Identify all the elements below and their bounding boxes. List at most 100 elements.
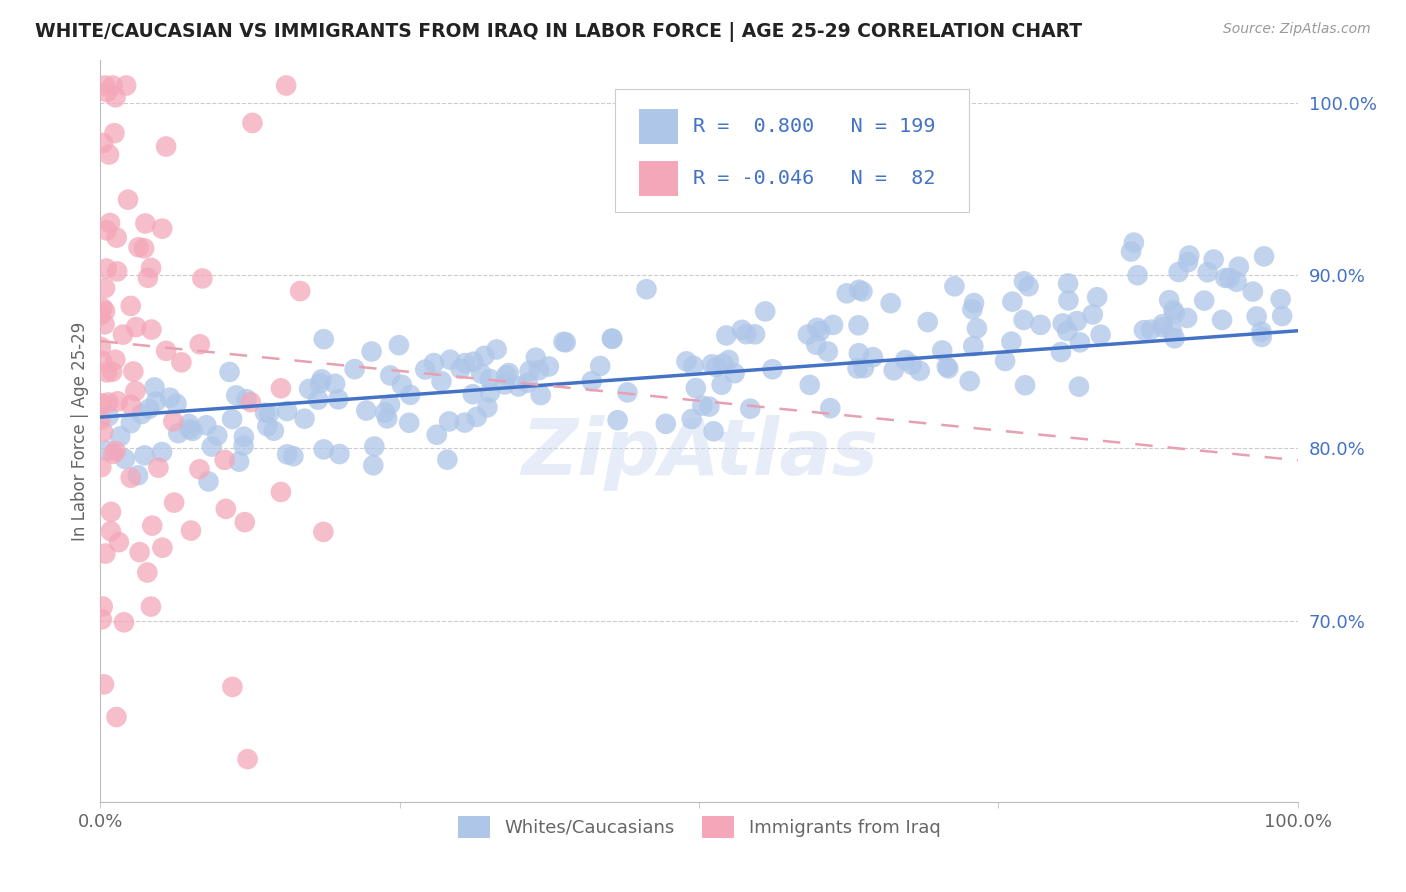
Point xyxy=(94,78,117,93)
Point xyxy=(740,401,762,416)
Point xyxy=(1177,255,1199,269)
Point xyxy=(848,283,870,297)
Point xyxy=(101,78,124,93)
Point xyxy=(93,677,115,691)
Point xyxy=(508,379,530,393)
Point xyxy=(89,309,111,323)
Point xyxy=(94,547,117,561)
Point xyxy=(148,460,170,475)
Point xyxy=(105,710,128,724)
FancyBboxPatch shape xyxy=(640,161,678,196)
Point xyxy=(256,419,278,434)
Point xyxy=(716,328,738,343)
Point xyxy=(90,612,112,626)
Point xyxy=(423,356,446,370)
Point xyxy=(821,318,844,332)
Point xyxy=(806,320,828,334)
Point xyxy=(270,485,292,500)
Point xyxy=(177,417,200,431)
Point xyxy=(128,240,150,254)
Point xyxy=(105,264,128,278)
Point xyxy=(180,524,202,538)
Point xyxy=(495,368,517,383)
Point xyxy=(96,443,118,458)
Point xyxy=(744,327,766,342)
Point xyxy=(1175,310,1198,325)
Point xyxy=(470,367,492,381)
Point xyxy=(851,285,873,299)
Point xyxy=(1197,265,1219,279)
Point xyxy=(131,407,153,421)
Point xyxy=(96,261,118,276)
Point xyxy=(294,411,316,425)
Point xyxy=(134,241,156,255)
Point xyxy=(692,399,714,413)
Point xyxy=(150,445,173,459)
Point xyxy=(1014,378,1036,392)
Point xyxy=(943,279,966,293)
Point xyxy=(94,304,117,318)
Point xyxy=(96,223,118,237)
Point xyxy=(1211,313,1233,327)
Point xyxy=(228,455,250,469)
Point xyxy=(723,366,745,380)
Point xyxy=(1270,292,1292,306)
Point xyxy=(221,412,243,426)
Point xyxy=(1122,235,1144,250)
Point xyxy=(465,409,488,424)
Point xyxy=(162,414,184,428)
Point xyxy=(136,270,159,285)
Point xyxy=(233,515,256,529)
Point xyxy=(1226,275,1249,289)
Point xyxy=(225,388,247,402)
Point xyxy=(91,301,114,315)
Point xyxy=(215,501,238,516)
Point xyxy=(553,334,575,349)
Point xyxy=(1202,252,1225,267)
Point xyxy=(1067,379,1090,393)
Point xyxy=(600,331,623,345)
Point xyxy=(1057,277,1080,291)
Point xyxy=(236,752,259,766)
Point xyxy=(700,357,723,371)
Point xyxy=(606,413,628,427)
Point xyxy=(439,352,461,367)
Point xyxy=(179,422,201,436)
Point xyxy=(931,343,953,358)
Point xyxy=(797,327,820,342)
Point xyxy=(963,296,986,310)
Point xyxy=(150,221,173,235)
Point xyxy=(848,346,870,360)
Point xyxy=(1056,324,1078,338)
Point xyxy=(98,147,121,161)
Point xyxy=(735,327,758,342)
Point xyxy=(242,116,264,130)
Point xyxy=(1160,324,1182,338)
Point xyxy=(283,449,305,463)
Point xyxy=(96,85,118,99)
Point xyxy=(120,398,142,412)
Point xyxy=(685,381,707,395)
Point xyxy=(312,524,335,539)
Point xyxy=(97,409,120,424)
Point xyxy=(90,396,112,410)
Point xyxy=(1001,294,1024,309)
Point xyxy=(1227,260,1250,274)
Y-axis label: In Labor Force | Age 25-29: In Labor Force | Age 25-29 xyxy=(72,321,89,541)
Text: ZipAtlas: ZipAtlas xyxy=(520,415,877,491)
Point xyxy=(454,356,477,370)
Point xyxy=(1029,318,1052,332)
Text: R =  0.800   N = 199: R = 0.800 N = 199 xyxy=(693,117,935,136)
Point xyxy=(1152,317,1174,331)
Point xyxy=(141,322,163,336)
Point xyxy=(1050,345,1073,359)
Point xyxy=(239,395,262,409)
Point xyxy=(343,362,366,376)
Point xyxy=(311,372,333,386)
Point xyxy=(1085,290,1108,304)
Point xyxy=(554,335,576,350)
Point xyxy=(883,363,905,377)
Point xyxy=(375,411,398,425)
Point xyxy=(994,354,1017,368)
Point xyxy=(103,126,125,140)
